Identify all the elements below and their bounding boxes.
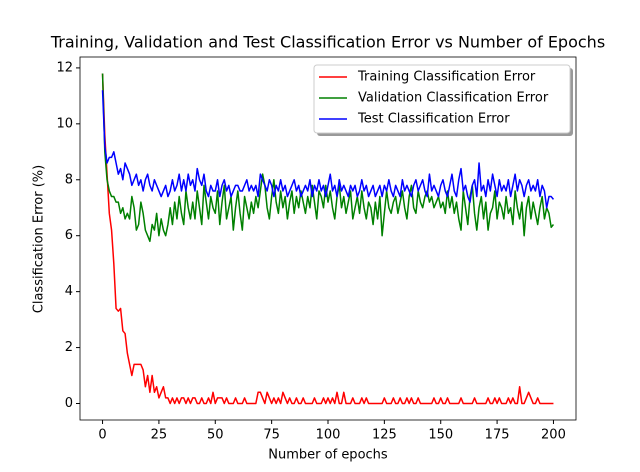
x-tick-label: 125 [372,428,397,443]
x-tick-label: 150 [428,428,453,443]
legend-label: Test Classification Error [357,112,510,127]
legend: Training Classification Error Validation … [313,64,573,136]
x-tick-label: 25 [151,428,168,443]
plot-frame [79,56,577,421]
x-tick-label: 175 [485,428,510,443]
series-line [101,73,555,243]
legend-box [313,64,571,134]
legend-label: Validation Classification Error [358,91,549,106]
x-tick-label: 50 [207,428,224,443]
legend-label: Training Classification Error [357,70,536,85]
x-axis-label: Number of epochs [268,448,388,463]
y-tick-label: 10 [56,116,73,131]
y-tick-label: 2 [65,340,73,355]
x-tick-label: 0 [98,428,106,443]
y-tick-label: 12 [56,60,73,75]
y-tick-label: 8 [65,172,73,187]
series-line [101,73,554,405]
y-axis-label: Classification Error (%) [32,165,47,313]
series-line [101,90,555,209]
y-tick-label: 6 [65,228,73,243]
x-tick-label: 100 [316,428,341,443]
y-tick-label: 4 [65,284,73,299]
x-tick-label: 75 [263,428,280,443]
x-tick-label: 200 [541,428,566,443]
y-tick-label: 0 [65,396,73,411]
chart-title: Training, Validation and Test Classifica… [50,33,605,52]
